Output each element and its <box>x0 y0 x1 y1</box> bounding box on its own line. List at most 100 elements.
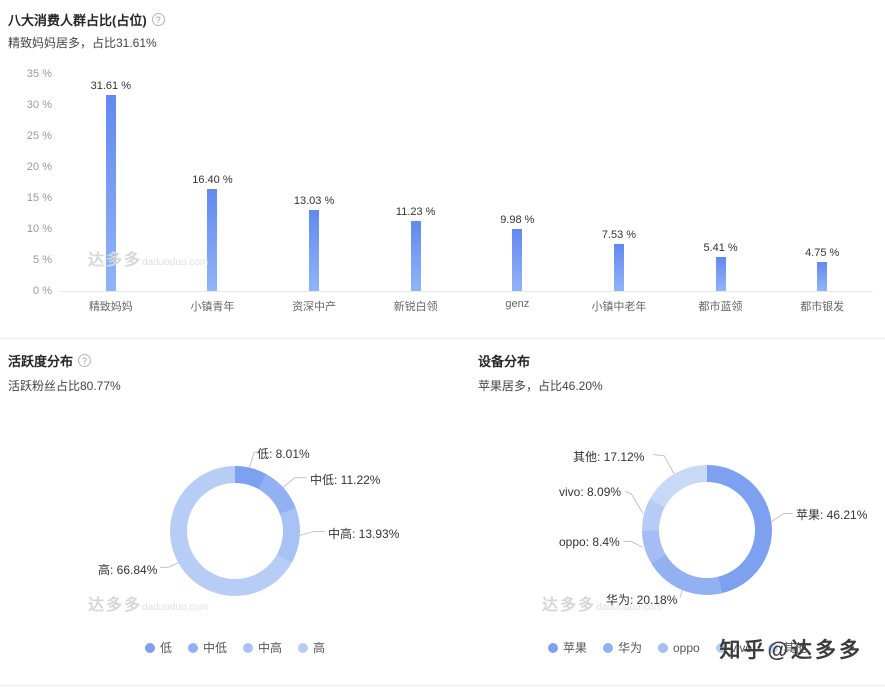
bar-category-label: 精致妈妈 <box>88 301 133 313</box>
bar[interactable] <box>207 189 218 291</box>
bar[interactable] <box>309 210 320 291</box>
legend-label: 中高 <box>258 641 283 655</box>
bar-column: 7.53 % <box>568 75 670 291</box>
watermark: 达多多daduoduo.com <box>542 591 662 615</box>
watermark-domain: daduoduo.com <box>142 257 209 268</box>
bar-category-label: genz <box>505 298 530 310</box>
watermark: 达多多daduoduo.com <box>88 591 208 615</box>
legend-label: 中低 <box>202 641 227 655</box>
legend-label: 华为 <box>617 641 642 655</box>
legend-item[interactable]: 苹果 <box>547 639 587 656</box>
bar-chart-plot: 31.61 % 16.40 % 13.03 % 11.23 % 9.98 % 7.53 %… <box>60 75 873 292</box>
legend-label: 其他 <box>783 641 808 655</box>
device-donut[interactable] <box>642 465 772 595</box>
device-section-subtitle: 苹果居多，占比46.20% <box>478 379 603 393</box>
legend-label: vivo <box>730 640 753 655</box>
watermark: 达多多daduoduo.com <box>88 246 208 270</box>
bar-category-label: 都市银发 <box>800 301 845 313</box>
bar-column: 31.61 % <box>60 75 162 291</box>
device-legend: 苹果 华为 oppo vivo 其他 <box>470 639 885 656</box>
activity-donut[interactable] <box>170 466 300 596</box>
bar[interactable] <box>715 257 726 291</box>
legend-dot <box>243 642 253 653</box>
bar-value-label: 9.98 % <box>500 214 535 226</box>
bottom-section: 活跃度分布 ? 活跃粉丝占比80.77% 低: 8.01% 中低: 11.22%… <box>0 339 885 686</box>
y-axis-tick: 35 % <box>26 68 52 80</box>
legend-dot <box>144 642 155 653</box>
bar-column: 9.98 % <box>467 75 569 291</box>
legend-item[interactable]: oppo <box>657 639 700 656</box>
bar-column: 11.23 % <box>365 75 467 291</box>
pie-slice-label: 华为: 20.18% <box>606 593 678 607</box>
watermark-domain: daduoduo.com <box>596 602 663 613</box>
device-title-text: 设备分布 <box>478 354 531 369</box>
pie-slice-label: 苹果: 46.21% <box>796 508 868 522</box>
pie-slice-label: 中高: 13.93% <box>328 527 400 541</box>
activity-legend: 低 中低 中高 高 <box>0 639 470 656</box>
consumer-title-text: 八大消费人群占比(占位) <box>8 13 147 28</box>
consumer-section-title: 八大消费人群占比(占位) ? <box>8 10 165 29</box>
y-axis-tick: 30 % <box>26 99 52 111</box>
bar-value-label: 7.53 % <box>601 229 637 241</box>
legend-item[interactable]: vivo <box>715 639 753 656</box>
bar-category-label: 都市蓝领 <box>698 301 743 313</box>
y-axis-tick: 5 % <box>33 254 52 266</box>
watermark-domain: daduoduo.com <box>142 602 209 613</box>
bar-value-label: 4.75 % <box>805 247 840 259</box>
bar-category-label: 小镇青年 <box>190 301 235 313</box>
bar[interactable] <box>613 244 624 291</box>
bar-value-label: 16.40 % <box>192 174 233 186</box>
legend-label: 低 <box>159 641 172 655</box>
legend-item[interactable]: 华为 <box>602 639 642 656</box>
device-section: 设备分布 苹果居多，占比46.20% 苹果: 46.21% 华为: 20.18%… <box>470 339 885 685</box>
legend-item[interactable]: 高 <box>298 639 325 656</box>
bar[interactable] <box>817 262 828 291</box>
pie-slice-label: vivo: 8.09% <box>559 485 622 499</box>
activity-title-text: 活跃度分布 <box>8 354 74 369</box>
legend-item[interactable]: 其他 <box>768 639 807 656</box>
consumer-section-subtitle: 精致妈妈居多，占比31.61% <box>8 36 157 50</box>
watermark-brand: 达多多 <box>542 597 597 614</box>
activity-section: 活跃度分布 ? 活跃粉丝占比80.77% 低: 8.01% 中低: 11.22%… <box>0 339 470 685</box>
bar[interactable] <box>105 95 116 291</box>
bar[interactable] <box>512 229 523 291</box>
device-section-title: 设备分布 <box>478 351 530 370</box>
bar-column: 5.41 % <box>670 75 772 291</box>
y-axis-tick: 15 % <box>26 192 52 204</box>
legend-item[interactable]: 低 <box>144 639 172 656</box>
y-axis-tick: 20 % <box>26 161 52 173</box>
bar-column: 4.75 % <box>771 75 873 291</box>
bar-value-label: 31.61 % <box>90 80 131 92</box>
y-axis-tick: 10 % <box>26 223 52 235</box>
pie-slice-label: 其他: 17.12% <box>573 450 645 464</box>
pie-slice-label: 高: 66.84% <box>98 563 158 577</box>
bar-value-label: 11.23 % <box>395 206 436 218</box>
y-axis-tick: 25 % <box>26 130 52 142</box>
bar-column: 16.40 % <box>162 75 264 291</box>
legend-label: oppo <box>672 640 700 655</box>
bar-value-label: 13.03 % <box>293 195 335 207</box>
legend-item[interactable]: 中高 <box>243 639 282 656</box>
legend-label: 苹果 <box>562 641 587 655</box>
bar-category-label: 资深中产 <box>292 301 337 313</box>
legend-dot <box>657 642 668 653</box>
watermark-brand: 达多多 <box>88 252 143 269</box>
legend-dot <box>602 642 613 653</box>
bar-column: 13.03 % <box>263 75 365 291</box>
legend-dot <box>715 642 726 653</box>
pie-slice-label: 中低: 11.22% <box>310 473 381 487</box>
pie-slice-label: 低: 8.01% <box>257 447 310 461</box>
help-icon[interactable]: ? <box>151 13 165 26</box>
bar[interactable] <box>410 221 421 291</box>
legend-label: 高 <box>313 641 326 655</box>
activity-section-subtitle: 活跃粉丝占比80.77% <box>8 379 121 393</box>
bar-chart-yaxis: 35 % 30 % 25 % 20 % 15 % 10 % 5 % 0 % <box>0 68 52 297</box>
bar-category-label: 新锐白领 <box>393 301 438 313</box>
pie-slice-label: oppo: 8.4% <box>559 535 620 549</box>
watermark-brand: 达多多 <box>88 597 143 614</box>
legend-dot <box>547 642 558 653</box>
legend-dot <box>298 642 309 653</box>
y-axis-tick: 0 % <box>33 285 52 297</box>
legend-item[interactable]: 中低 <box>187 639 227 656</box>
help-icon[interactable]: ? <box>78 354 92 367</box>
